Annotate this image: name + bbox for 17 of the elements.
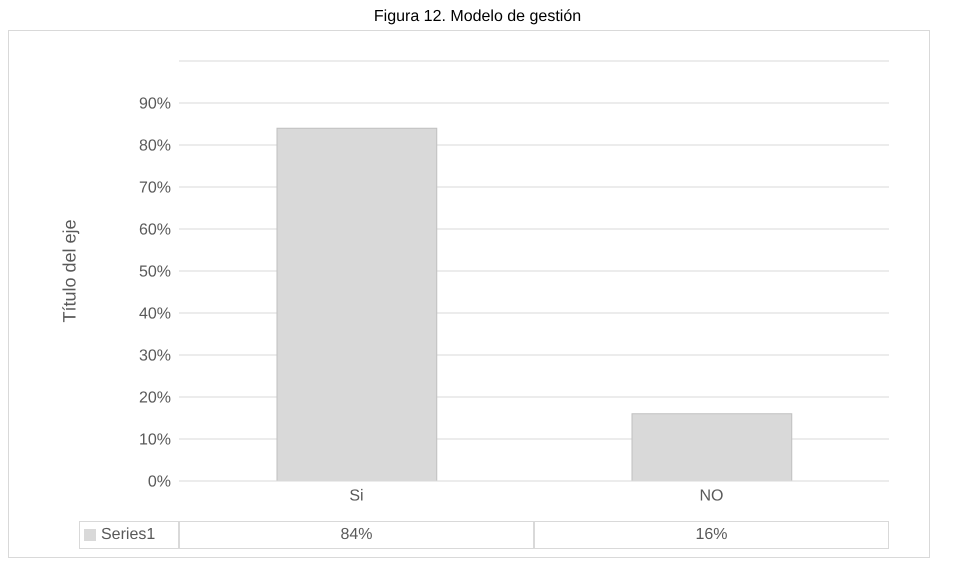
y-tick-label: 60% — [138, 222, 171, 239]
y-tick-label: 50% — [138, 264, 171, 281]
y-tick-label: 0% — [148, 474, 171, 491]
y-tick-label: 70% — [138, 180, 171, 197]
text: 16% — [695, 526, 728, 543]
x-tick-label: Si — [349, 487, 364, 504]
y-tick-label: 90% — [138, 96, 171, 113]
y-axis-title: Título del eje — [59, 219, 80, 323]
x-tick-label: NO — [700, 487, 724, 504]
legend-label: Series1 — [101, 526, 156, 544]
y-tick-label: 30% — [138, 348, 171, 365]
y-tick-label: 80% — [138, 138, 171, 155]
text: 84% — [340, 526, 373, 543]
y-tick-label: 40% — [138, 306, 171, 323]
chart-title: Figura 12. Modelo de gestión — [372, 8, 582, 27]
y-tick-label: 20% — [138, 390, 171, 407]
y-tick-label: 10% — [138, 432, 171, 449]
